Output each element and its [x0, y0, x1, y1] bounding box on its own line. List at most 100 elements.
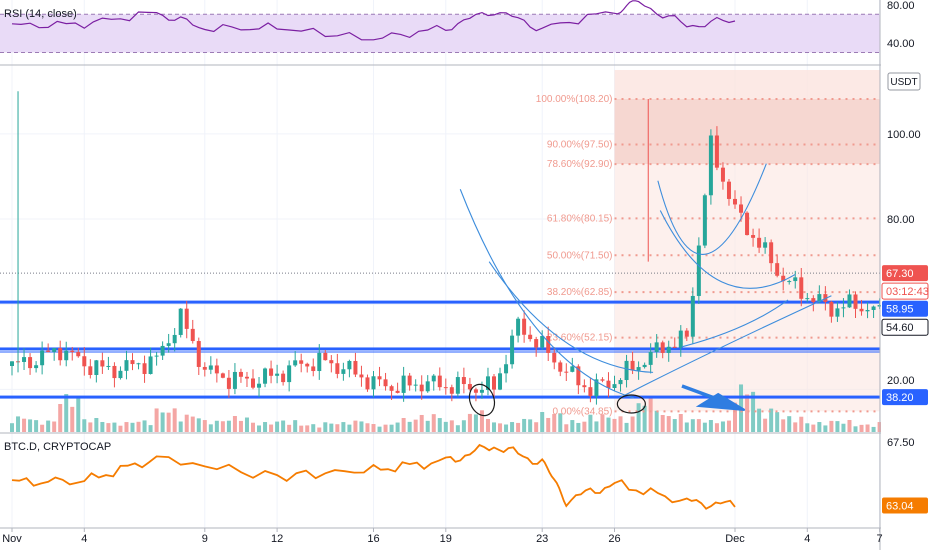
volume-bar	[124, 422, 128, 432]
volume-bar	[106, 423, 110, 432]
candle-body	[510, 336, 514, 365]
candle-body	[359, 375, 363, 378]
volume-bar	[540, 412, 544, 432]
volume-bar	[721, 421, 725, 432]
candle-body	[378, 376, 382, 379]
candle-body	[52, 348, 56, 352]
volume-bar	[34, 420, 38, 432]
volume-bar	[787, 416, 791, 432]
candle-body	[805, 298, 809, 299]
candle-body	[757, 238, 761, 248]
volume-bar	[697, 419, 701, 432]
candle-body	[167, 343, 171, 346]
candle-body	[498, 373, 502, 389]
volume-bar	[793, 422, 797, 432]
volume-bar	[854, 426, 858, 432]
candle-body	[396, 391, 400, 393]
time-tick-label: 7	[877, 533, 883, 545]
volume-bar	[534, 422, 538, 432]
candle-body	[233, 372, 237, 389]
volume-bar	[637, 403, 641, 432]
time-tick-label: 12	[271, 533, 283, 545]
volume-bar	[28, 419, 32, 432]
volume-bar	[384, 425, 388, 432]
candle-body	[619, 380, 623, 384]
volume-bar	[408, 422, 412, 432]
volume-bar	[46, 421, 50, 432]
volume-bar	[492, 422, 496, 432]
candle-body	[516, 319, 520, 336]
volume-bar	[414, 420, 418, 432]
volume-bar	[643, 406, 647, 432]
volume-bar	[474, 414, 478, 432]
volume-bar	[100, 422, 104, 432]
candle-body	[275, 374, 279, 376]
rsi-tick-label: 40.00	[887, 38, 915, 50]
candle-body	[679, 331, 683, 348]
support-resistance-line	[0, 301, 880, 304]
candle-body	[552, 353, 556, 362]
fib-level-label: 50.00%(71.50)	[547, 250, 613, 261]
level-tag-58-95-label: 58.95	[886, 304, 914, 316]
volume-bar	[872, 427, 876, 432]
volume-bar	[679, 414, 683, 432]
candle-body	[727, 182, 731, 199]
volume-bar	[570, 420, 574, 432]
fib-level-label: 23.60%(52.15)	[547, 333, 613, 344]
candle-body	[872, 307, 876, 310]
volume-bar	[143, 420, 147, 432]
volume-bar	[522, 419, 526, 432]
volume-bar	[58, 404, 62, 432]
time-tick-label: Nov	[2, 533, 22, 545]
volume-bar	[829, 421, 833, 432]
candle-body	[438, 376, 442, 388]
support-resistance-line	[0, 396, 880, 399]
candle-body	[22, 357, 26, 362]
btcd-last-value-label: 63.04	[886, 500, 914, 512]
candle-body	[88, 366, 92, 375]
candle-body	[600, 379, 604, 380]
volume-bar	[239, 421, 243, 432]
candle-body	[185, 309, 189, 329]
volume-bar	[335, 424, 339, 432]
fib-zone-upper	[615, 99, 881, 164]
rsi-legend-label: RSI (14, close)	[4, 8, 77, 20]
volume-bar	[233, 416, 237, 432]
candle-body	[203, 367, 207, 370]
candle-body	[709, 136, 713, 196]
volume-bar	[486, 419, 490, 432]
candle-body	[143, 363, 147, 374]
volume-bar	[703, 423, 707, 432]
candle-body	[347, 361, 351, 369]
volume-bar	[775, 412, 779, 432]
candle-body	[372, 376, 376, 389]
candle-body	[637, 367, 641, 370]
candle-body	[582, 385, 586, 387]
rsi-legend[interactable]: RSI (14, close)	[4, 8, 77, 20]
candle-body	[257, 384, 261, 388]
candle-body	[191, 329, 195, 341]
candle-body	[570, 366, 574, 372]
volume-bar	[817, 422, 821, 432]
volume-bar	[835, 421, 839, 432]
candle-body	[649, 352, 653, 365]
candle-body	[227, 378, 231, 389]
price-tag-current-label: 67.30	[886, 268, 914, 280]
candle-body	[76, 352, 80, 356]
volume-bar	[299, 426, 303, 432]
volume-bar	[275, 422, 279, 432]
fib-level-label: 0.00%(34.85)	[552, 406, 612, 417]
volume-bar	[691, 419, 695, 432]
candle-body	[480, 390, 484, 393]
volume-bar	[227, 421, 231, 432]
volume-bar	[341, 422, 345, 432]
btcd-legend[interactable]: BTC.D, CRYPTOCAP	[4, 441, 111, 453]
volume-bar	[727, 421, 731, 432]
candle-body	[739, 204, 743, 212]
volume-bar	[263, 422, 267, 432]
volume-bar	[841, 424, 845, 432]
candle-body	[721, 168, 725, 182]
volume-bar	[631, 417, 635, 432]
